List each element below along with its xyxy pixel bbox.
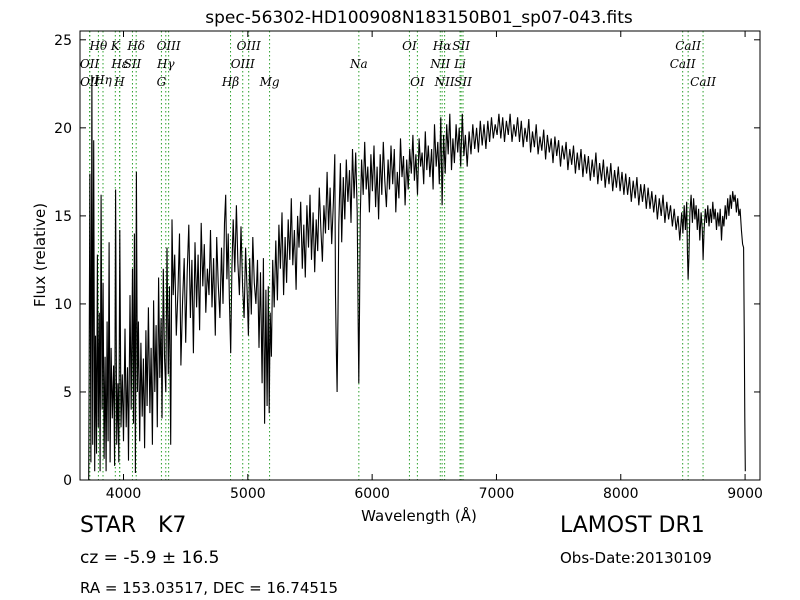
spectral-line-label: SII [452, 39, 470, 53]
plot-frame [79, 30, 761, 481]
spectral-line-label: Li [453, 57, 466, 71]
survey-name: LAMOST DR1 [560, 513, 705, 538]
redshift-text: cz = -5.9 ± 16.5 [80, 548, 220, 568]
object-subclass: K7 [158, 513, 187, 538]
x-tick-label: 8000 [603, 486, 639, 502]
y-axis: 0 5 10 15 20 25 [54, 33, 760, 489]
y-tick-label: 10 [54, 297, 72, 313]
x-axis: 4000 5000 6000 7000 8000 9000 [106, 31, 763, 502]
spectral-line-label: NII [429, 57, 450, 71]
x-tick-label: 7000 [479, 486, 515, 502]
coordinates-text: RA = 153.03517, DEC = 16.74515 [80, 579, 339, 597]
y-tick-label: 15 [54, 209, 72, 225]
x-tick-label: 4000 [106, 486, 142, 502]
spectral-line-label: Na [349, 57, 368, 71]
spectral-line-label: Hα [432, 39, 452, 53]
spectral-line-label: CaII [690, 75, 716, 89]
spectral-line-label: NII [434, 75, 455, 89]
chart-title: spec-56302-HD100908N183150B01_sp07-043.f… [205, 8, 633, 28]
observation-date: Obs-Date:20130109 [560, 549, 712, 567]
spectral-line-label: OI [410, 75, 425, 89]
spectral-line-markers [89, 31, 704, 480]
spectral-line-label: OII [80, 57, 100, 71]
spectral-line-label: Hβ [221, 75, 239, 89]
spectral-line-label: Hθ [89, 39, 108, 53]
spectrum-line [88, 74, 746, 481]
spectral-line-label: H [113, 75, 125, 89]
spectral-line-label: Hη [93, 73, 112, 87]
y-tick-label: 0 [63, 473, 72, 489]
spectral-line-label: OIII [231, 57, 255, 71]
spectral-line-label: Mg [259, 75, 280, 89]
x-tick-label: 6000 [354, 486, 390, 502]
y-axis-label: Flux (relative) [31, 203, 49, 307]
y-tick-label: 5 [63, 385, 72, 401]
spectral-line-label: G [157, 75, 167, 89]
x-axis-label: Wavelength (Å) [361, 506, 477, 525]
y-tick-label: 25 [54, 33, 72, 49]
spectral-line-label: SII [454, 75, 472, 89]
spectral-line-label: SII [124, 57, 142, 71]
spectral-line-label: Hγ [156, 57, 175, 71]
spectral-line-label: CaII [675, 39, 701, 53]
x-tick-label: 9000 [727, 486, 763, 502]
spectral-line-label: Hδ [126, 39, 145, 53]
spectral-line-label: CaII [670, 57, 696, 71]
spectral-line-label: K [110, 39, 121, 53]
x-tick-label: 5000 [230, 486, 266, 502]
spectral-line-label: OII [80, 75, 100, 89]
y-tick-label: 20 [54, 121, 72, 137]
spectral-line-label: OI [402, 39, 417, 53]
spectral-line-label: OIII [157, 39, 181, 53]
object-class: STAR [80, 513, 137, 538]
spectral-line-label: OIII [237, 39, 261, 53]
spectral-line-label: Hε [110, 57, 128, 71]
